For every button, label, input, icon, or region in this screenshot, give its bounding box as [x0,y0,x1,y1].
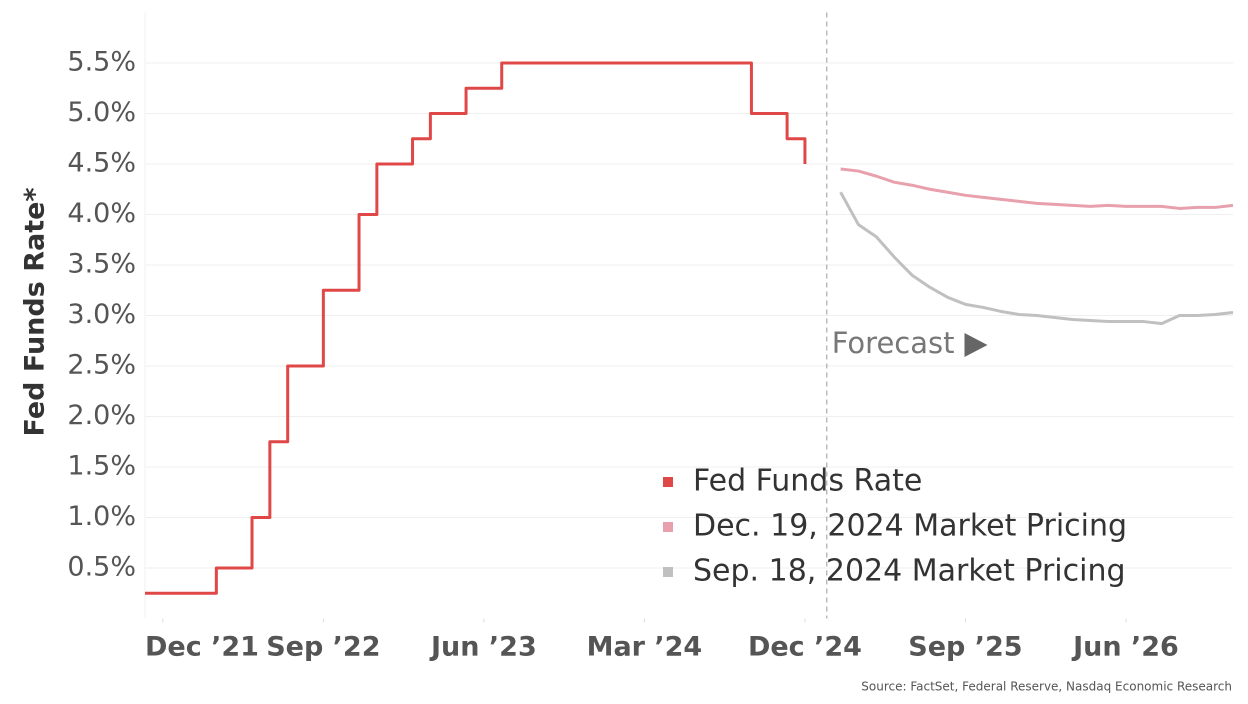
y-tick-label: 5.5% [67,47,136,78]
annotation: Forecast [832,326,955,360]
y-tick-label: 2.0% [67,400,136,431]
legend-swatch [663,567,673,577]
x-tick-label: Jun ’23 [429,632,537,663]
source: Source: FactSet, Federal Reserve, Nasdaq… [861,680,1232,694]
y-tick-label: 3.0% [67,299,136,330]
x-tick-label: Jun ’26 [1071,632,1179,663]
x-tick-label: Dec ’24 [748,632,862,663]
y-tick-label: 1.5% [67,451,136,482]
legend-swatch [663,477,673,487]
x-tick-label: Dec ’21 [145,632,259,663]
y-tick-label: 0.5% [67,552,136,583]
y-tick-label: 4.5% [67,148,136,179]
legend-label: Sep. 18, 2024 Market Pricing [693,554,1126,589]
y-tick-label: 2.5% [67,350,136,381]
legend-swatch [663,522,673,532]
legend-label: Fed Funds Rate [693,464,922,499]
series-line [145,61,807,595]
x-tick-label: Mar ’24 [587,632,703,663]
y-tick-label: 5.0% [67,97,136,128]
y-tick-label: 3.5% [67,249,136,280]
series-line [839,191,1234,326]
x-tick-label: Sep ’22 [266,632,380,663]
y-tick-label: 4.0% [67,198,136,229]
x-tick-label: Sep ’25 [908,632,1022,663]
y-tick-label: 1.0% [67,501,136,532]
series-line [840,167,1234,210]
annotation-arrow [964,333,988,357]
legend-label: Dec. 19, 2024 Market Pricing [693,509,1127,544]
y-axis-label: Fed Funds Rate* [20,187,51,436]
